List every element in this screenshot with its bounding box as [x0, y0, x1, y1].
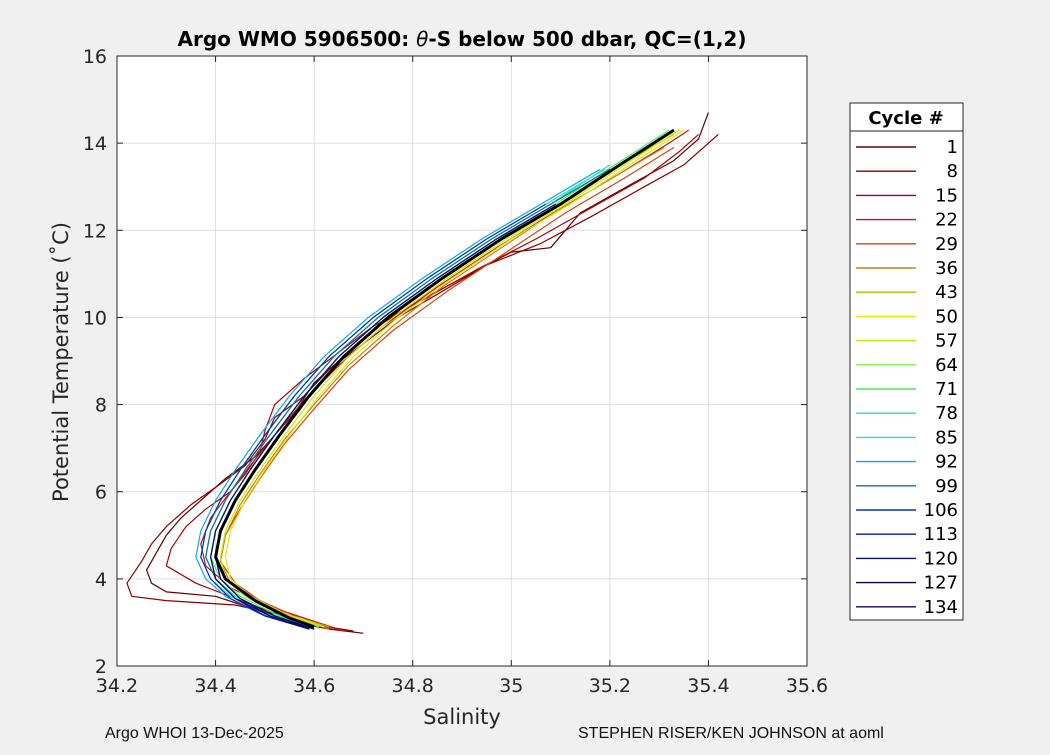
profile-line-cycle-106	[200, 203, 547, 630]
y-tick-label: 6	[95, 482, 107, 504]
legend-label: 134	[924, 597, 958, 618]
axis-ticks: 34.2 34.4 34.6 34.8 35 35.2 35.4 35.6 2 4 6 8 10 12 14…	[83, 46, 828, 697]
profile-line-cycle-50	[224, 129, 685, 628]
legend-label: 127	[924, 573, 958, 594]
legend-title: Cycle #	[868, 108, 943, 129]
profile-line-cycle-29	[219, 146, 675, 630]
x-tick-label: 34.4	[194, 675, 236, 697]
legend-label: 71	[935, 379, 958, 400]
legend-label: 36	[935, 258, 958, 279]
legend-label: 22	[935, 210, 958, 231]
x-tick-label: 35.6	[786, 675, 828, 697]
legend-label: 92	[935, 452, 958, 473]
y-tick-label: 8	[95, 395, 107, 417]
legend-label: 57	[935, 331, 958, 352]
x-tick-label: 35.2	[589, 675, 631, 697]
x-tick-label: 34.2	[96, 675, 138, 697]
x-tick-label: 34.8	[392, 675, 434, 697]
legend-label: 106	[924, 500, 958, 521]
y-tick-label: 16	[83, 46, 107, 68]
plot-frame	[116, 55, 808, 667]
y-tick-label: 14	[83, 133, 107, 155]
legend-items: 1 8 15 22 29 36 43 50 57 64 71 78 85 92 99 106 113 120 127…	[856, 137, 958, 618]
y-tick-label: 2	[95, 656, 107, 678]
legend-label: 85	[935, 427, 958, 448]
footer-right: STEPHEN RISER/KEN JOHNSON at aoml	[578, 725, 884, 742]
x-tick-label: 35.4	[687, 675, 729, 697]
y-tick-label: 4	[95, 569, 107, 591]
y-tick-label: 12	[83, 220, 107, 242]
legend-label: 50	[935, 306, 958, 327]
legend-label: 29	[935, 234, 958, 255]
legend: Cycle # 18152229364350576471788592991061…	[849, 102, 964, 621]
chart-title: Argo WMO 5906500: θ-S below 500 dbar, QC…	[178, 27, 747, 51]
y-axis-label: Potential Temperature (˚C)	[49, 222, 73, 502]
x-tick-label: 35	[499, 675, 523, 697]
profile-line-cycle-92	[195, 168, 601, 628]
x-tick-label: 34.6	[293, 675, 335, 697]
y-tick-label: 10	[83, 307, 107, 329]
profile-line-cycle-8	[126, 133, 719, 632]
footer-left: Argo WHOI 13-Dec-2025	[105, 725, 284, 742]
legend-label: 78	[935, 403, 958, 424]
legend-label: 15	[935, 185, 958, 206]
series-layer	[126, 112, 719, 634]
legend-label: 43	[935, 282, 958, 303]
mean-profile-line	[214, 128, 675, 629]
legend-label: 64	[935, 355, 958, 376]
x-axis-label: Salinity	[423, 705, 501, 729]
legend-label: 1	[947, 137, 958, 158]
legend-label: 8	[947, 161, 958, 182]
profile-line-cycle-120	[210, 203, 556, 630]
legend-label: 99	[935, 476, 958, 497]
legend-label: 113	[924, 524, 958, 545]
profile-line-cycle-15	[165, 133, 699, 632]
legend-label: 120	[924, 548, 958, 569]
